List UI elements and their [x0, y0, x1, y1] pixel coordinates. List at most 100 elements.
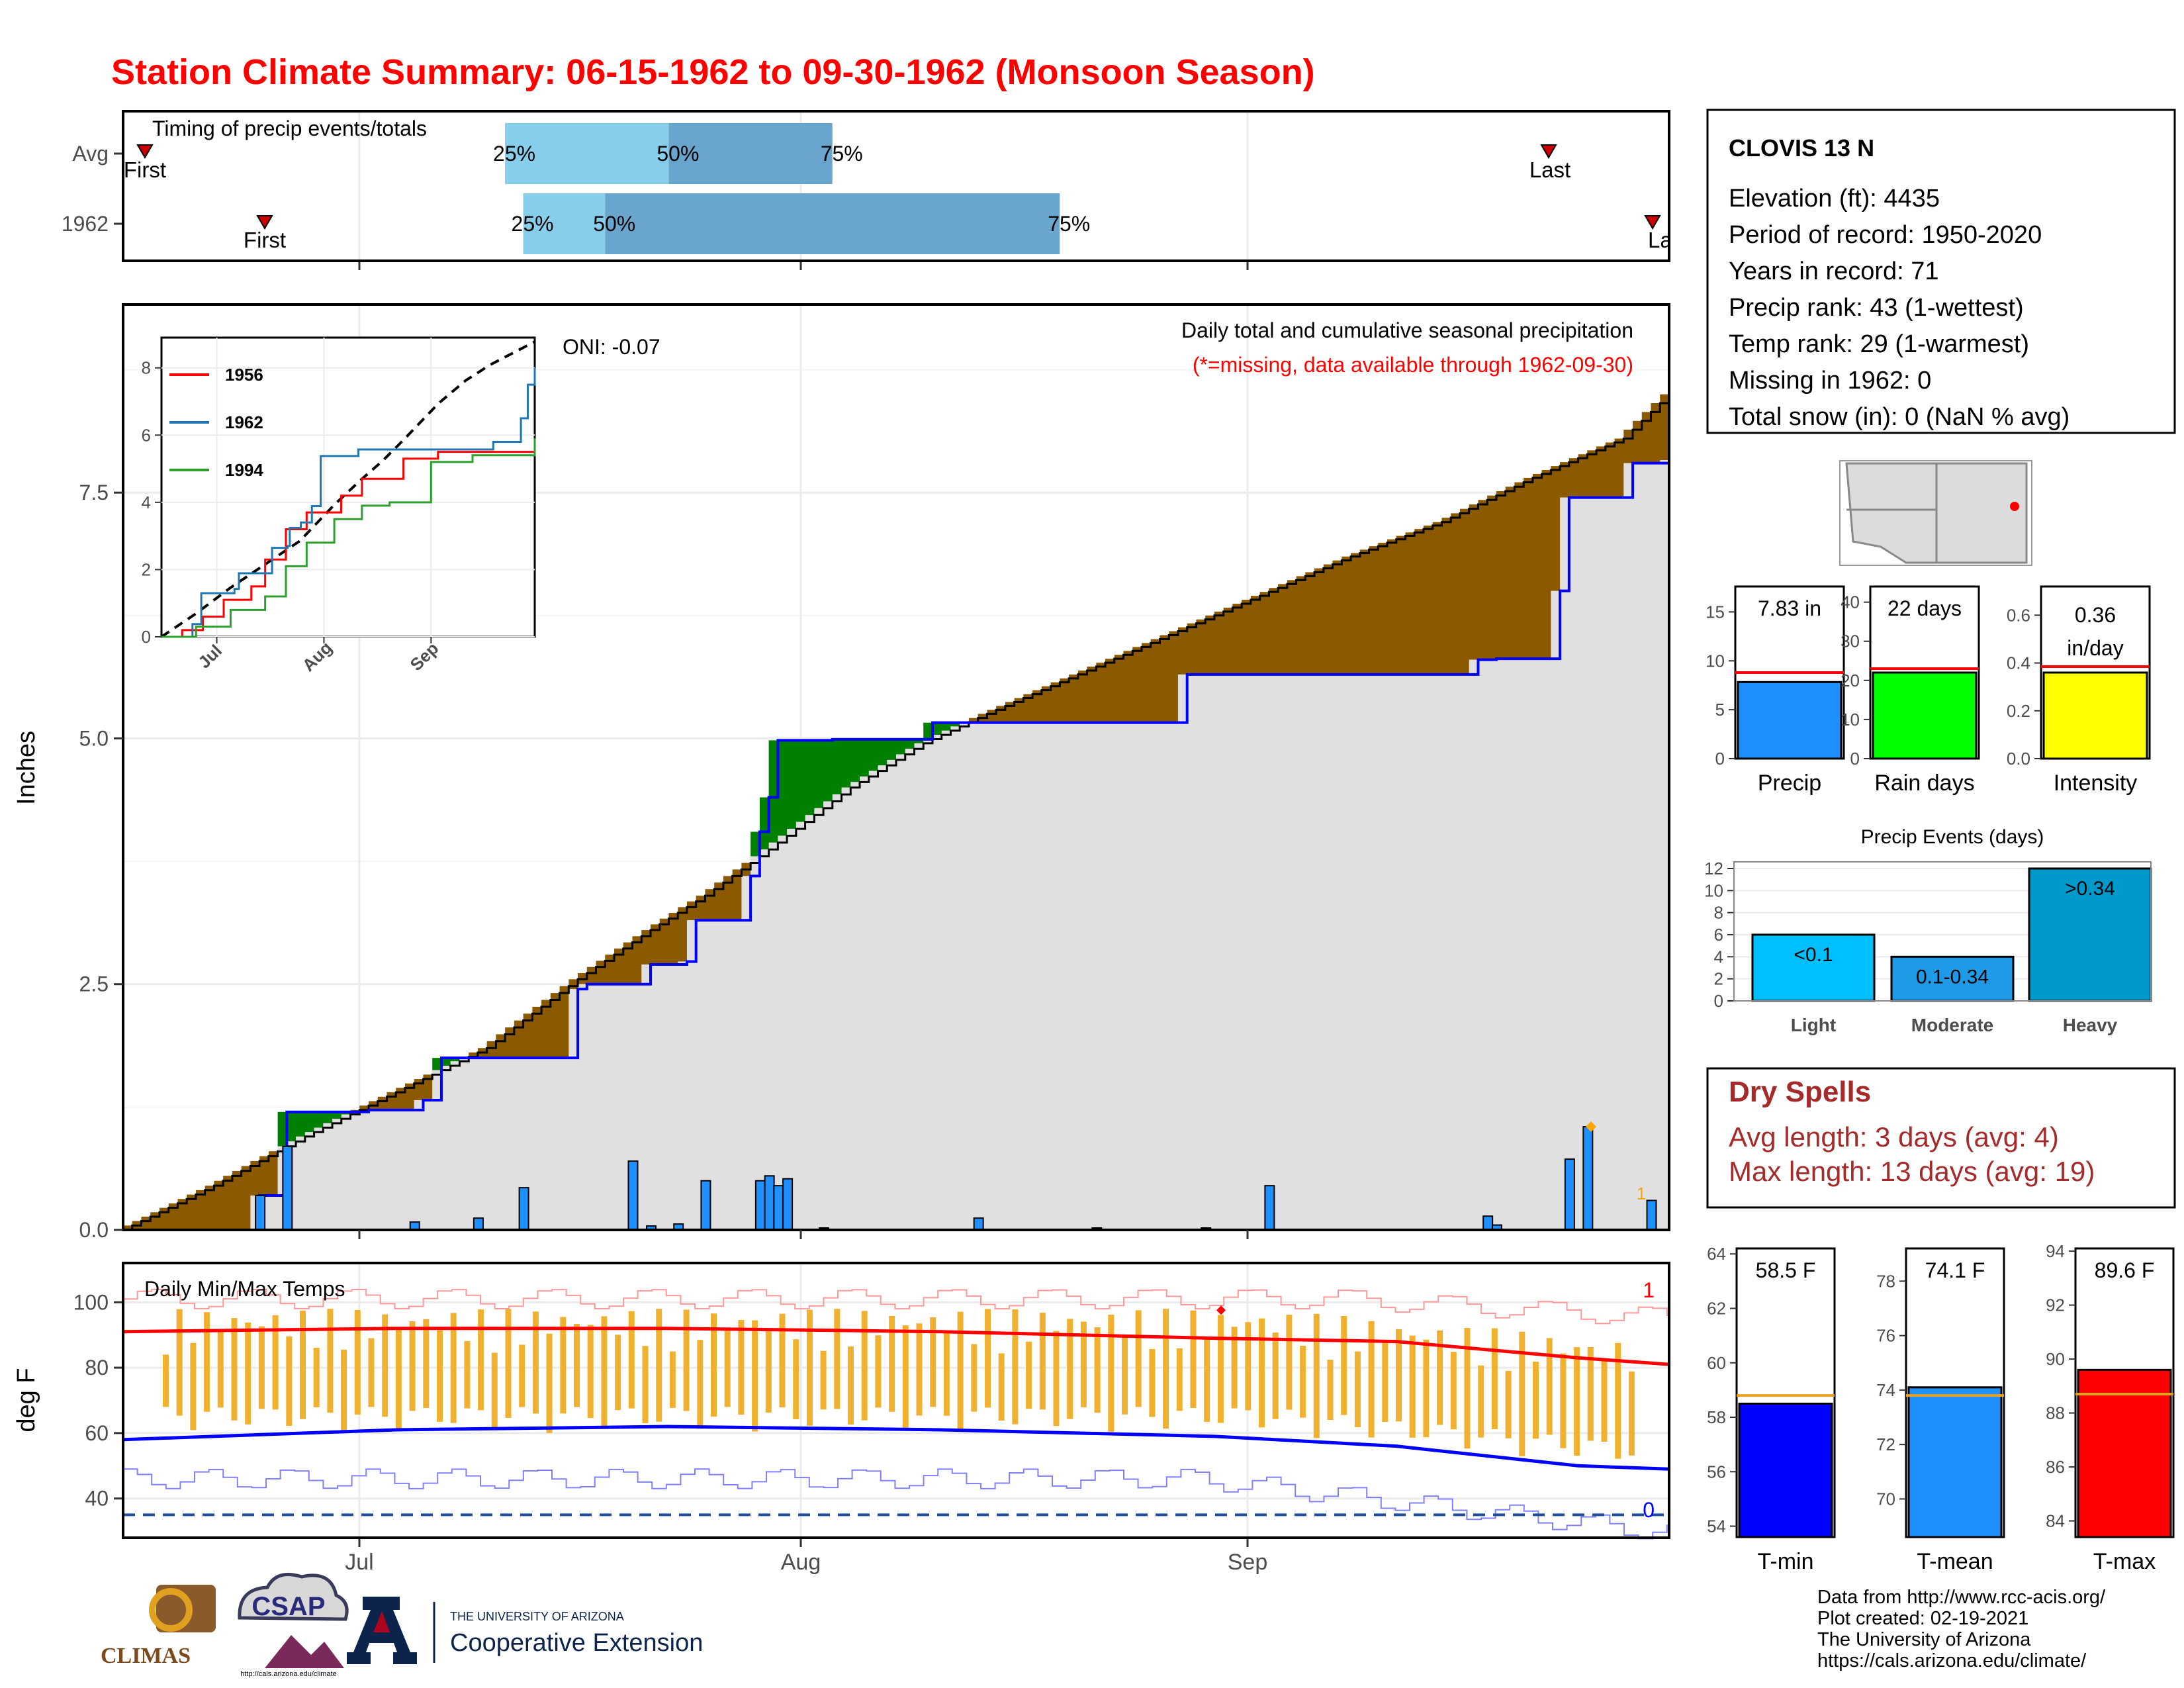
surplus-fill: [187, 1194, 197, 1230]
daily-precip-bar: [700, 1180, 711, 1231]
tempbar-value-bar: [1738, 1402, 1833, 1538]
daily-precip-bar: [518, 1187, 529, 1231]
surplus-fill: [268, 1151, 279, 1196]
tempbar-tick-label: 90: [2046, 1349, 2065, 1369]
daily-precip-bar: [1582, 1126, 1594, 1231]
below-fill: [1123, 722, 1133, 1230]
y-tick-label: 2.5: [79, 972, 109, 996]
below-fill: [1378, 674, 1388, 1230]
tempbar-tick-label: 58: [1707, 1407, 1726, 1427]
surplus-fill: [732, 869, 742, 921]
below-fill: [1551, 590, 1561, 1230]
events-tick-label: 6: [1714, 925, 1723, 945]
daily-temp-bar: [163, 1354, 169, 1407]
surplus-fill: [532, 1006, 542, 1058]
below-fill: [605, 984, 615, 1230]
daily-temp-bar: [752, 1320, 758, 1432]
deficit-fill: [287, 1111, 296, 1142]
below-fill: [1451, 674, 1461, 1230]
below-fill: [996, 722, 1006, 1230]
surplus-fill: [1169, 631, 1179, 723]
below-fill: [741, 876, 751, 1230]
below-fill: [1105, 722, 1115, 1230]
ua-block-a-inner: [373, 1611, 390, 1632]
bar-annotation: 1: [1637, 1184, 1646, 1203]
daily-precip-bar: [282, 1145, 293, 1231]
summary-tick-label: 10: [1841, 710, 1860, 729]
daily-temp-bar: [779, 1313, 786, 1407]
surplus-fill: [1505, 487, 1515, 659]
surplus-fill: [1633, 420, 1643, 463]
daily-temp-bar: [272, 1315, 279, 1410]
below-fill: [404, 1109, 415, 1230]
daily-precip-bar: [1482, 1215, 1494, 1231]
surplus-fill: [1660, 394, 1670, 461]
below-fill: [1332, 674, 1342, 1230]
daily-temp-bar: [327, 1309, 334, 1413]
surplus-fill: [1041, 686, 1052, 723]
timing-panel: Timing of precip events/totals Avg 1962 25%…: [62, 110, 1683, 270]
below-fill: [514, 1058, 524, 1230]
inset-legend-label: 1956: [225, 365, 263, 385]
surplus-fill: [641, 930, 651, 965]
daily-precip-bar: [782, 1178, 794, 1231]
daily-temp-bar: [450, 1313, 457, 1423]
daily-temp-bar: [176, 1309, 183, 1416]
summary-tick-label: 15: [1706, 602, 1725, 622]
below-fill: [596, 984, 606, 1230]
below-fill: [1232, 674, 1242, 1230]
below-fill: [1150, 722, 1160, 1230]
deficit-fill: [832, 739, 842, 795]
obs-band-25-50: [523, 193, 606, 254]
daily-temp-bar: [683, 1309, 690, 1411]
below-fill: [832, 794, 842, 1230]
below-fill: [1132, 722, 1142, 1230]
daily-temp-bar: [1313, 1313, 1320, 1438]
below-fill: [732, 920, 742, 1230]
below-fill: [586, 984, 597, 1230]
avg-band-25-50: [505, 123, 669, 184]
record-high-count: 1: [1643, 1278, 1655, 1302]
deficit-fill: [860, 739, 870, 776]
below-fill: [1087, 722, 1097, 1230]
daily-temp-bar: [1163, 1309, 1169, 1429]
below-fill: [1596, 497, 1606, 1231]
below-fill: [1177, 674, 1188, 1230]
tempbar-tick-label: 72: [1876, 1434, 1895, 1454]
below-fill: [1524, 659, 1533, 1230]
tempbar-value-bar: [1907, 1386, 2003, 1538]
deficit-fill: [950, 722, 960, 727]
events-tick-label: 12: [1704, 859, 1723, 878]
daily-temp-bar: [998, 1353, 1005, 1421]
daily-temp-bar: [1628, 1371, 1635, 1456]
below-fill: [1214, 674, 1224, 1230]
surplus-fill: [1278, 584, 1288, 675]
daily-temp-bar: [765, 1329, 772, 1413]
below-fill: [1296, 674, 1306, 1230]
daily-temp-bar: [1450, 1352, 1457, 1430]
below-fill: [823, 801, 833, 1230]
deficit-fill: [759, 797, 770, 850]
below-fill: [477, 1058, 488, 1230]
missing-note: (*=missing, data available through 1962-…: [1193, 353, 1633, 377]
surplus-fill: [1032, 690, 1042, 723]
daily-temp-bar: [532, 1311, 539, 1414]
daily-temp-bar: [505, 1309, 512, 1418]
below-fill: [850, 782, 860, 1230]
surplus-fill: [1441, 518, 1451, 675]
daily-temp-bar: [1423, 1339, 1430, 1438]
surplus-fill: [678, 907, 688, 962]
deficit-fill: [441, 1058, 451, 1066]
daily-temp-bar: [341, 1349, 347, 1432]
daily-temp-bar: [519, 1344, 525, 1407]
below-fill: [1405, 674, 1415, 1230]
daily-temp-bar: [354, 1310, 361, 1415]
daily-temp-bar: [642, 1346, 649, 1423]
deficit-fill: [841, 739, 851, 788]
y-tick-label: 0.0: [79, 1218, 109, 1242]
surplus-fill: [605, 955, 615, 984]
surplus-fill: [1587, 450, 1597, 498]
surplus-fill: [1087, 667, 1097, 723]
daily-temp-bar: [793, 1339, 799, 1420]
